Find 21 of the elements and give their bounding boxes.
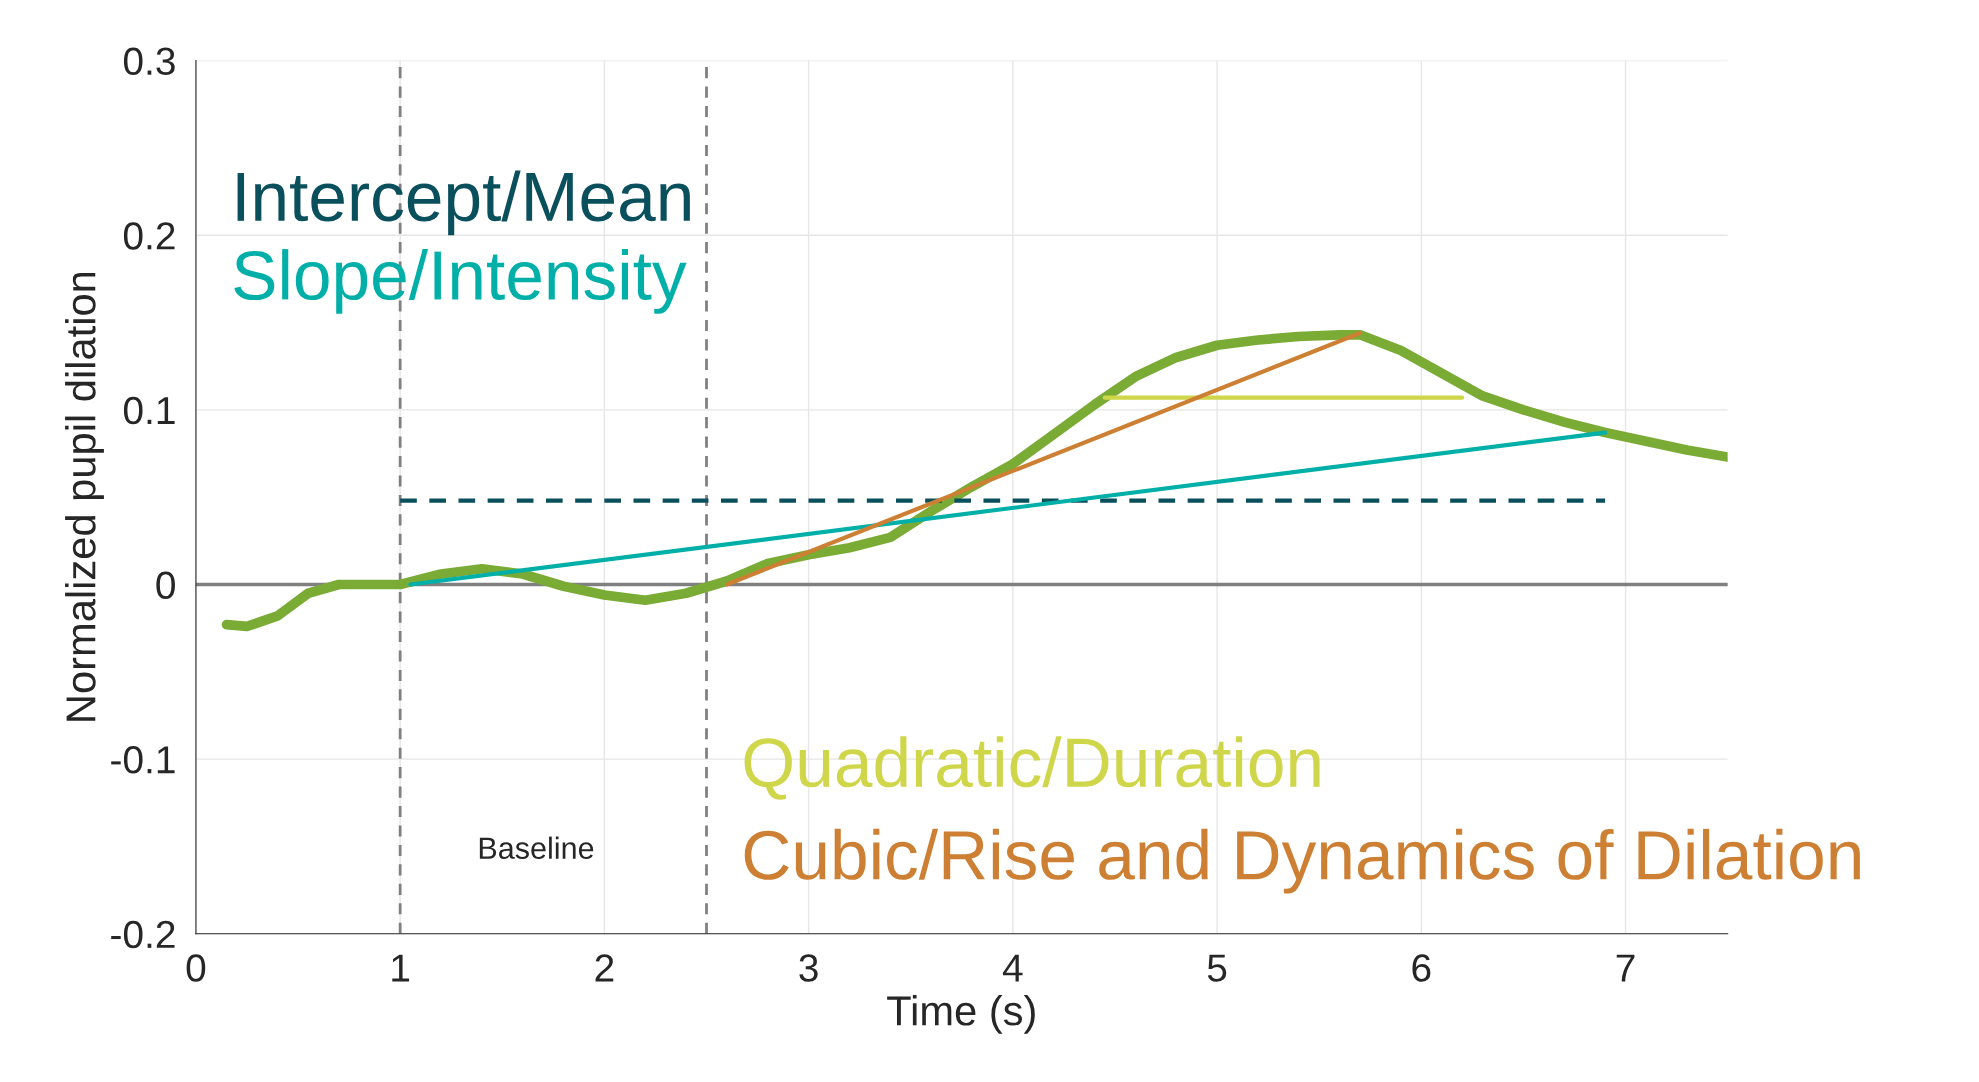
y-tick-label: 0.3 [123, 47, 175, 76]
y-axis-title: Normalized pupil dilation [65, 272, 104, 721]
x-axis-title: Time (s) [887, 995, 1035, 1034]
x-tick-label: 2 [595, 954, 614, 982]
x-tick-label: 5 [1207, 954, 1227, 982]
text: Quadratic/Duration [744, 736, 1320, 800]
annotation: Baseline [479, 836, 594, 860]
text: Cubic/Rise and Dynamics of Dilation [744, 828, 1860, 894]
y-tick-label: -0.2 [111, 920, 175, 949]
x-tick-label: 4 [1002, 954, 1023, 982]
y-tick-label: 0.1 [123, 396, 175, 425]
text: Slope/Intensity [234, 249, 687, 314]
y-tick-label: -0.1 [111, 746, 175, 774]
text: Intercept/Mean [237, 170, 690, 236]
x-tick-label: 1 [392, 954, 410, 982]
x-tick-label: 7 [1616, 954, 1635, 982]
x-tick-label: 6 [1412, 954, 1431, 982]
y-tick-label: 0.2 [123, 222, 175, 250]
y-tick-label: 0 [156, 571, 175, 599]
x-tick-label: 0 [186, 954, 206, 982]
x-tick-label: 3 [799, 954, 818, 982]
